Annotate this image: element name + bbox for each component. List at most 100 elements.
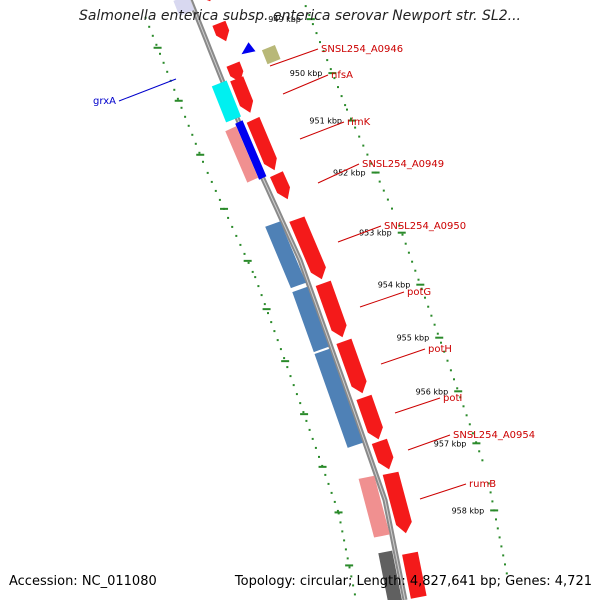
outer-scale-dot bbox=[191, 133, 194, 136]
inner-scale-dot bbox=[333, 77, 336, 80]
outer-scale-dot bbox=[206, 171, 209, 174]
outer-scale-dot bbox=[283, 357, 286, 360]
label-layer: SNSL254_A0946 nfsA rimK SNSL254_A0949 SNSL25… bbox=[93, 44, 535, 500]
kbp-tick-label: 958 kbp bbox=[452, 506, 485, 515]
inner-scale-dot bbox=[459, 396, 462, 399]
outer-scale-dot bbox=[231, 225, 234, 228]
inner-scale-dot bbox=[344, 104, 347, 107]
outer-scale-dot bbox=[318, 455, 320, 458]
kbp-tick-label: 957 kbp bbox=[434, 439, 467, 448]
outer-scale-dot bbox=[330, 491, 333, 494]
inner-scale-dot bbox=[354, 126, 357, 129]
inner-scale-dot bbox=[475, 441, 478, 444]
inner-scale-dot bbox=[489, 491, 492, 494]
outer-scale-dot bbox=[333, 500, 336, 503]
outer-scale-dot bbox=[176, 97, 179, 100]
gene-arrow bbox=[315, 280, 347, 338]
outer-scale-dot bbox=[289, 375, 292, 378]
inner-scale-dot bbox=[462, 405, 465, 408]
kbp-tick-label: 950 kbp bbox=[290, 69, 323, 78]
gene-arrow-blue bbox=[235, 120, 267, 180]
outer-scale-dot bbox=[311, 437, 314, 440]
inner-scale-dot bbox=[456, 387, 459, 390]
gene-arrow-reverse-blue bbox=[241, 42, 256, 55]
outer-scale-dot bbox=[295, 393, 298, 396]
outer-scale-dot bbox=[159, 52, 161, 55]
gene-label: SNSL254_A0954 bbox=[453, 430, 535, 441]
inner-scale-dot bbox=[449, 369, 452, 372]
gene-label-connector bbox=[359, 291, 405, 308]
gene-arrow bbox=[226, 61, 244, 83]
inner-scale-dot bbox=[446, 359, 449, 362]
inner-scale-dot bbox=[487, 482, 490, 485]
outer-scale-dot bbox=[308, 428, 311, 431]
outer-scale-dot bbox=[292, 384, 295, 387]
inner-scale-dot bbox=[495, 518, 497, 521]
outer-scale-dot bbox=[202, 160, 204, 163]
gene-arrow bbox=[212, 20, 230, 42]
outer-scale-dot bbox=[235, 234, 238, 237]
outer-scale-dot bbox=[305, 419, 308, 422]
outer-scale-dot bbox=[214, 189, 217, 192]
outer-scale-dot bbox=[341, 530, 344, 533]
inner-scale-dot bbox=[500, 545, 503, 548]
inner-scale-dot bbox=[308, 14, 311, 17]
gene-label-connector-reverse bbox=[118, 78, 177, 102]
outer-scale-dot bbox=[353, 593, 356, 596]
gene-arrow-light-red bbox=[225, 126, 259, 183]
gene-arrow-blue-steel bbox=[292, 286, 329, 353]
gene-arrow bbox=[402, 551, 427, 599]
inner-scale-dot bbox=[329, 68, 332, 71]
gene-arrow-grey bbox=[378, 550, 402, 600]
gene-arrow bbox=[382, 471, 412, 534]
gene-arrow bbox=[371, 438, 394, 470]
inner-scale-dot bbox=[443, 350, 446, 353]
outer-scale-dot bbox=[180, 106, 183, 109]
inner-scale-dot bbox=[362, 144, 365, 147]
outer-scale-dot bbox=[352, 584, 355, 587]
gene-arrow bbox=[270, 171, 290, 200]
outer-scale-dot bbox=[218, 198, 221, 201]
outer-scale-dot bbox=[327, 482, 330, 485]
inner-scale-dot bbox=[411, 260, 414, 263]
gene-arrow-blue-steel bbox=[265, 221, 306, 289]
outer-scale-dot bbox=[144, 16, 147, 19]
gene-label-reverse: grxA bbox=[93, 96, 116, 107]
outer-scale-dot bbox=[286, 366, 289, 369]
inner-scale-dot bbox=[430, 314, 433, 317]
inner-scale-dot bbox=[358, 135, 361, 138]
sequence-summary-text: Topology: circular; Length: 4,827,641 bp… bbox=[234, 574, 592, 589]
gene-arrow bbox=[289, 216, 326, 280]
outer-scale-dot bbox=[173, 88, 176, 91]
gene-label-connector bbox=[380, 348, 426, 365]
outer-scale-dot bbox=[148, 25, 151, 28]
sequence-title: Salmonella enterica subsp. enterica sero… bbox=[79, 8, 521, 24]
inner-scale-dot bbox=[311, 23, 314, 26]
outer-scale-dot bbox=[257, 285, 260, 288]
gene-arrow bbox=[246, 116, 277, 171]
kbp-tick-label: 956 kbp bbox=[416, 387, 449, 396]
outer-scale-dot bbox=[239, 243, 242, 246]
kbp-tick-label: 954 kbp bbox=[378, 281, 411, 290]
outer-scale-dot bbox=[243, 252, 246, 255]
inner-scale-dot bbox=[370, 162, 373, 165]
inner-scale-dot bbox=[417, 278, 420, 281]
gene-label: potG bbox=[407, 287, 431, 298]
inner-scale-dot bbox=[481, 459, 484, 462]
gene-label: rumB bbox=[469, 479, 496, 490]
gene-label-connector bbox=[419, 483, 467, 500]
inner-scale-dot bbox=[340, 95, 343, 98]
inner-scale-dot bbox=[424, 296, 426, 299]
outer-scale-dot bbox=[184, 115, 187, 118]
kbp-tick-label: 953 kbp bbox=[359, 229, 392, 238]
outer-scale-dot bbox=[251, 270, 254, 273]
outer-scale-dot bbox=[267, 312, 269, 315]
kbp-tick-label: 949 kbp bbox=[268, 15, 301, 24]
inner-scale-dot bbox=[502, 554, 505, 557]
outer-scale-dot bbox=[350, 575, 353, 578]
outer-scale-dot bbox=[314, 446, 317, 449]
inner-scale-dot bbox=[319, 41, 321, 44]
gene-label: nfsA bbox=[331, 70, 353, 81]
